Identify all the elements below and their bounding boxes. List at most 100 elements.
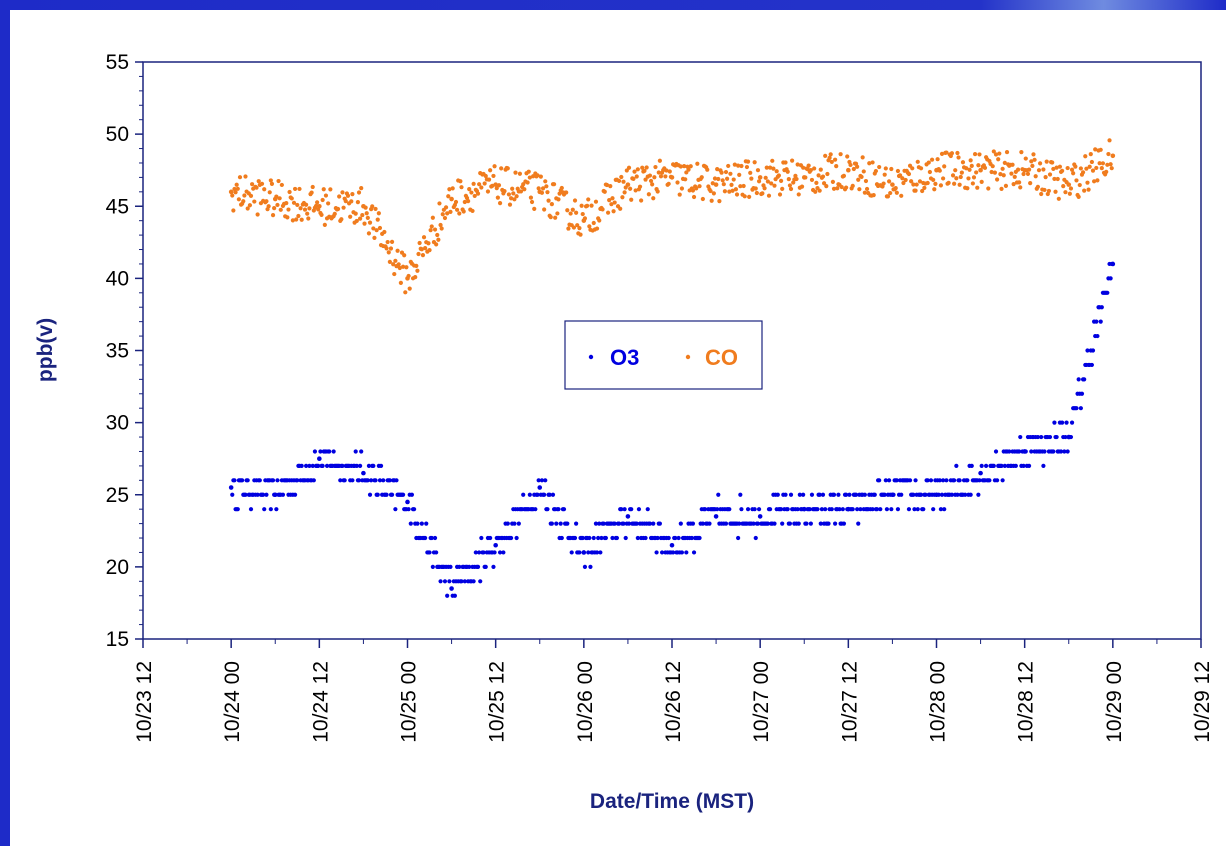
data-point-o3 xyxy=(572,535,578,541)
data-point-co xyxy=(650,182,655,187)
data-point-o3 xyxy=(700,521,705,526)
data-point-co xyxy=(230,193,235,198)
data-point-co xyxy=(438,222,443,228)
data-point-o3 xyxy=(594,550,600,555)
data-point-co xyxy=(752,160,757,165)
data-point-o3 xyxy=(858,507,863,512)
data-point-co xyxy=(813,189,818,194)
data-point-co xyxy=(926,160,931,165)
data-point-o3 xyxy=(354,463,359,468)
data-point-co xyxy=(1047,172,1053,177)
data-point-co xyxy=(790,158,795,163)
y-tick-label: 55 xyxy=(106,51,129,74)
data-point-co xyxy=(966,176,971,181)
slide-canvas xyxy=(10,10,1226,846)
data-point-co xyxy=(647,173,653,178)
data-point-o3 xyxy=(423,535,428,541)
data-point-co xyxy=(1032,157,1037,162)
data-point-o3 xyxy=(752,507,757,512)
data-point-co xyxy=(594,226,600,231)
data-point-co xyxy=(993,152,999,157)
data-point-o3 xyxy=(941,478,946,483)
data-point-o3 xyxy=(894,478,899,483)
data-point-co xyxy=(611,209,616,214)
data-point-co xyxy=(870,160,875,165)
data-point-co xyxy=(856,177,861,182)
data-point-co xyxy=(315,200,320,205)
data-point-o3 xyxy=(491,564,496,569)
data-point-co xyxy=(844,185,849,190)
data-point-o3 xyxy=(1082,377,1087,382)
data-point-o3 xyxy=(483,564,488,569)
data-point-o3 xyxy=(536,478,541,483)
data-point-co xyxy=(582,216,588,221)
x-tick-label: 10/29 12 xyxy=(1191,661,1214,743)
data-point-co xyxy=(276,178,281,184)
data-point-co xyxy=(1057,164,1063,169)
data-point-o3 xyxy=(978,470,983,476)
data-point-co xyxy=(882,172,887,177)
data-point-o3 xyxy=(751,521,756,526)
data-point-o3 xyxy=(1105,290,1110,295)
data-point-co xyxy=(931,177,936,182)
data-point-o3 xyxy=(944,478,949,483)
data-point-o3 xyxy=(775,492,780,497)
data-point-co xyxy=(720,178,725,183)
data-point-co xyxy=(358,216,363,221)
data-point-co xyxy=(776,173,782,178)
y-axis-title: ppb(v) xyxy=(34,318,57,382)
data-point-co xyxy=(656,170,661,175)
data-point-o3 xyxy=(317,456,322,461)
data-point-co xyxy=(965,186,970,191)
data-point-co xyxy=(968,158,973,163)
data-point-co xyxy=(719,170,724,175)
data-point-co xyxy=(559,185,564,191)
data-point-co xyxy=(731,177,736,182)
data-point-o3 xyxy=(937,478,942,483)
data-point-co xyxy=(845,154,850,159)
data-point-co xyxy=(894,190,899,195)
data-point-o3 xyxy=(1098,319,1103,324)
data-point-o3 xyxy=(772,521,777,526)
data-point-co xyxy=(1071,171,1076,176)
data-point-o3 xyxy=(361,470,366,476)
data-point-co xyxy=(690,188,696,193)
data-point-co xyxy=(359,186,364,191)
data-point-o3 xyxy=(375,492,380,497)
data-point-co xyxy=(857,187,862,192)
data-point-co xyxy=(236,197,241,202)
data-point-o3 xyxy=(817,492,822,497)
data-point-o3 xyxy=(591,535,596,541)
data-point-o3 xyxy=(918,492,924,497)
data-point-co xyxy=(393,258,398,263)
data-point-co xyxy=(374,228,379,233)
data-point-co xyxy=(991,149,996,154)
data-point-co xyxy=(977,152,982,157)
data-point-co xyxy=(787,183,793,188)
data-point-o3 xyxy=(1047,434,1053,440)
data-point-co xyxy=(651,196,656,201)
data-point-co xyxy=(555,211,560,216)
data-point-o3 xyxy=(1099,305,1104,310)
data-point-co xyxy=(492,164,497,169)
data-point-co xyxy=(779,178,784,183)
x-tick-label: 10/24 12 xyxy=(309,661,332,743)
data-point-co xyxy=(522,187,527,192)
data-point-co xyxy=(1076,194,1081,199)
data-point-co xyxy=(705,167,710,172)
data-point-o3 xyxy=(381,478,386,483)
data-point-o3 xyxy=(1054,434,1059,440)
data-point-co xyxy=(643,177,648,182)
data-point-co xyxy=(372,235,377,240)
data-point-co xyxy=(577,225,582,231)
data-point-co xyxy=(1017,180,1022,185)
data-point-o3 xyxy=(634,521,639,526)
data-point-co xyxy=(918,166,924,171)
data-point-o3 xyxy=(389,492,395,497)
data-point-o3 xyxy=(394,478,399,483)
data-point-co xyxy=(231,208,236,213)
data-point-co xyxy=(575,223,580,228)
data-point-co xyxy=(941,176,946,181)
data-point-co xyxy=(818,167,823,172)
data-point-o3 xyxy=(342,478,347,483)
